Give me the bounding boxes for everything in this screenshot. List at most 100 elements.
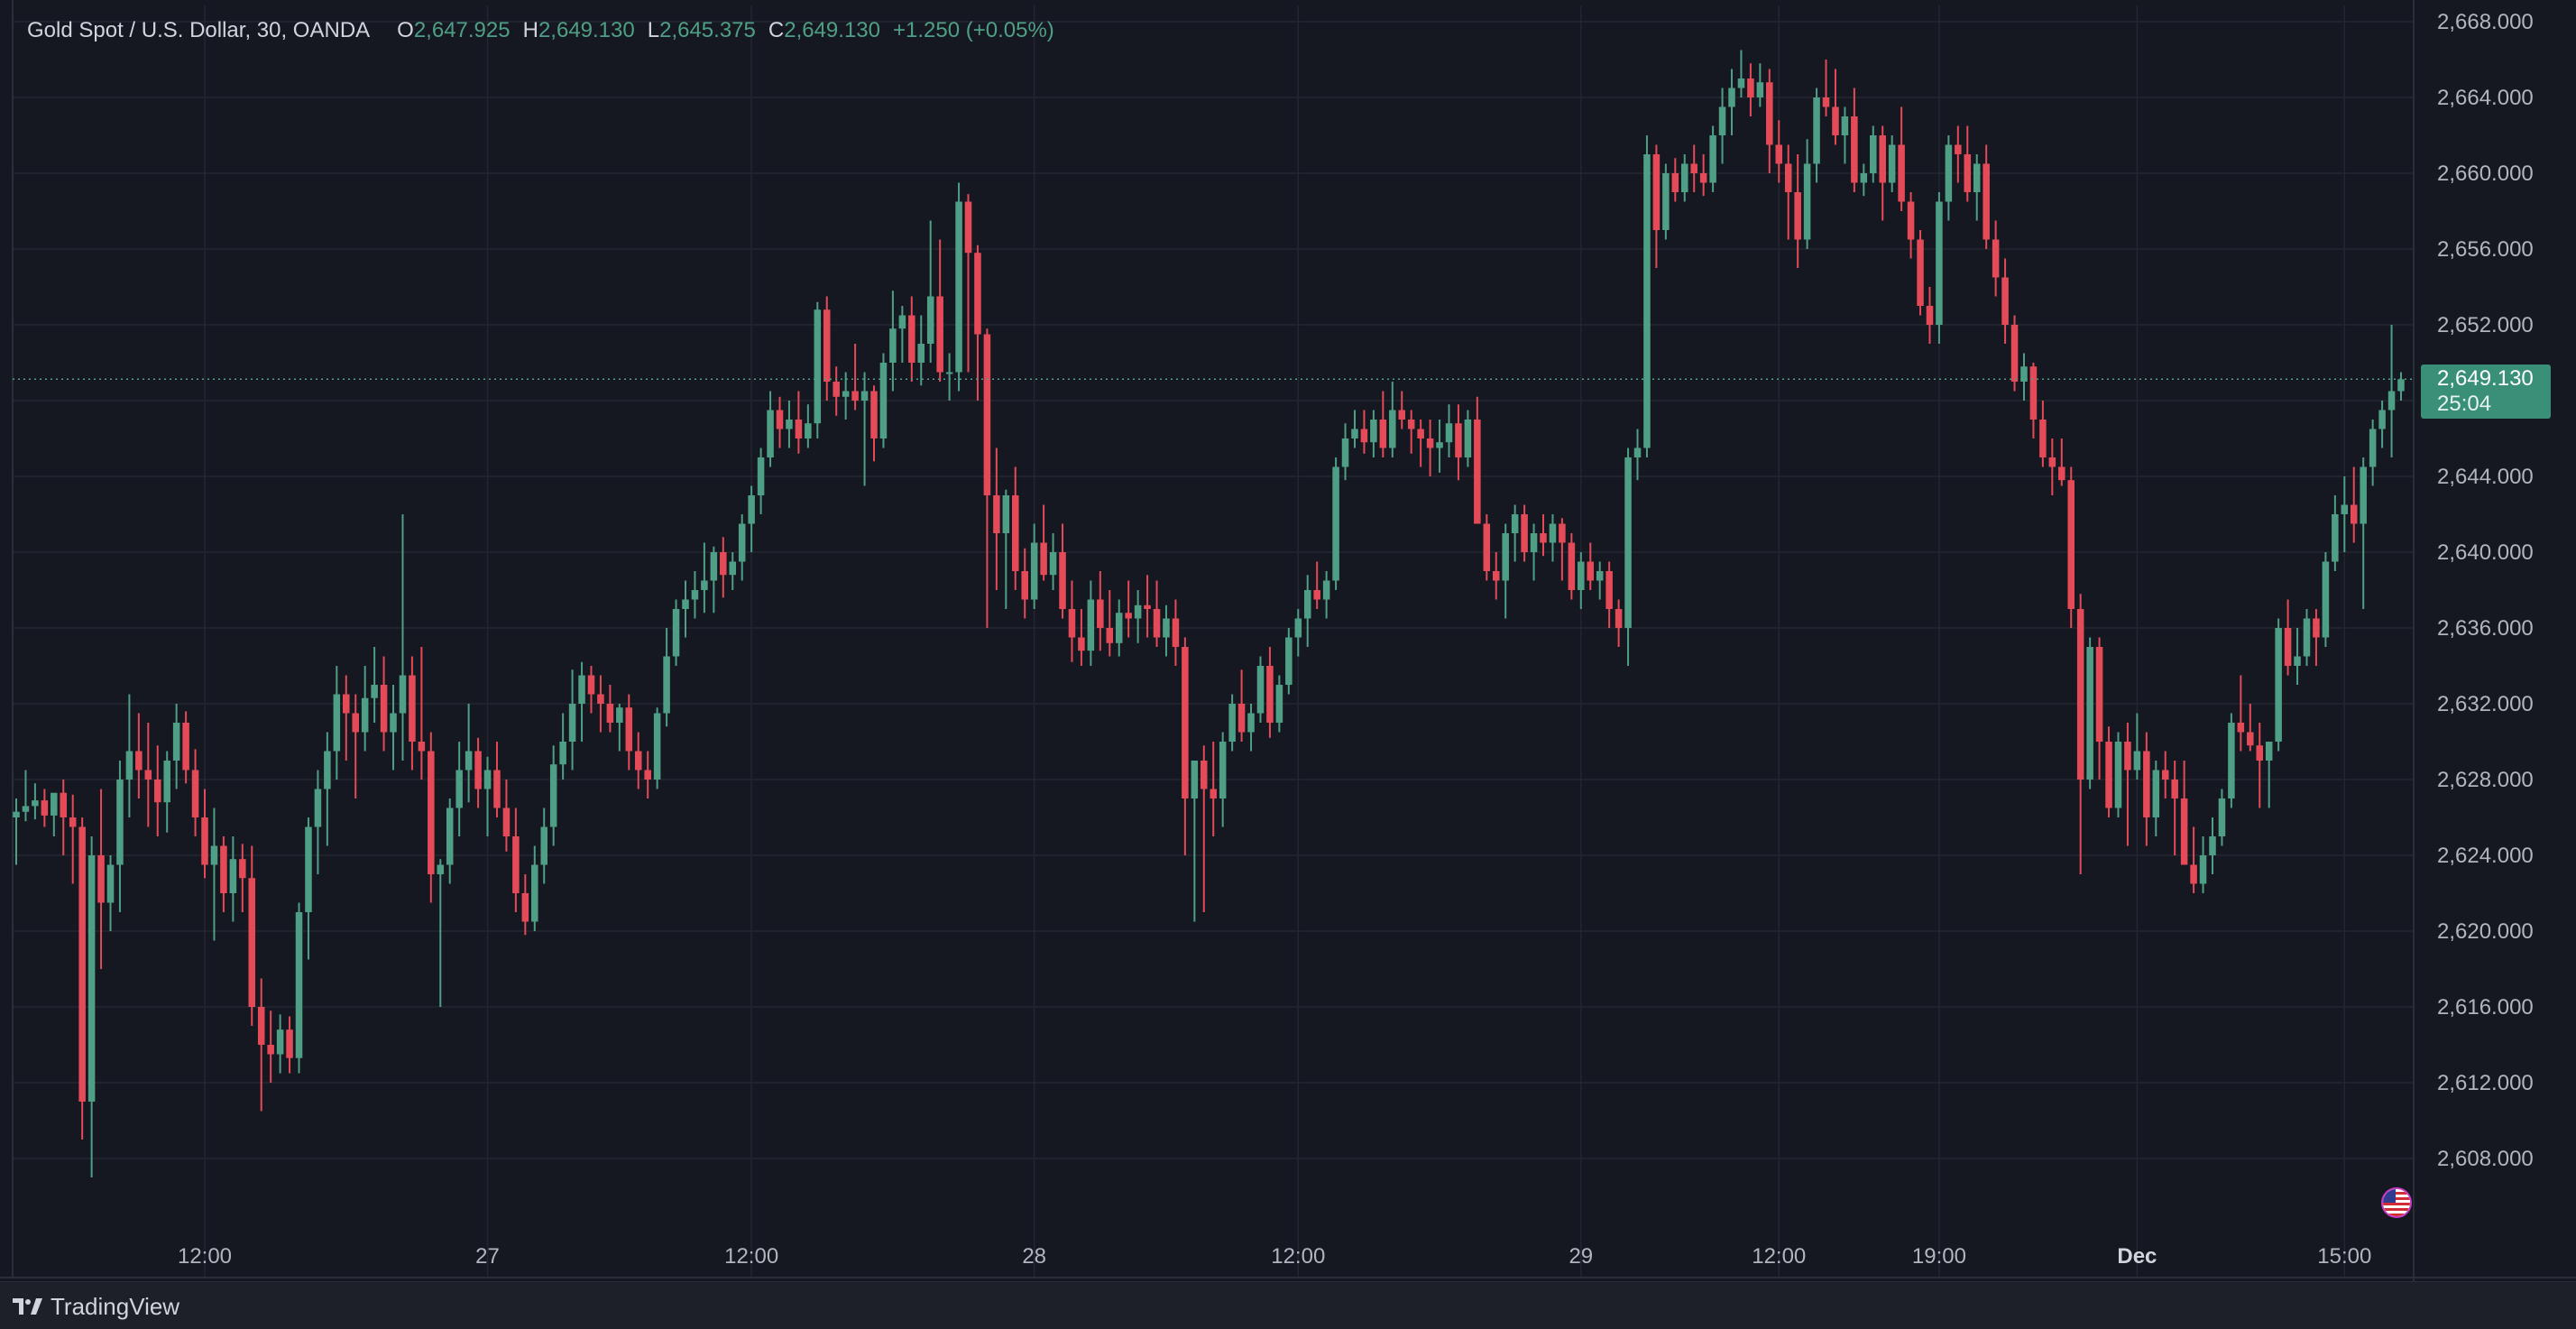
y-tick-label: 2,628.000 xyxy=(2437,768,2534,792)
candle-body xyxy=(1596,571,1604,581)
candle xyxy=(1879,125,1886,221)
candle-body xyxy=(390,713,397,733)
candle-body xyxy=(1926,306,1934,325)
candle xyxy=(1652,144,1661,268)
candle-body xyxy=(1822,97,1830,107)
candle-body xyxy=(805,423,812,438)
candle xyxy=(1228,694,1236,752)
symbol-title[interactable]: Gold Spot / U.S. Dollar, 30, OANDA xyxy=(27,18,371,42)
x-tick-label: 12:00 xyxy=(1752,1244,1806,1269)
candle-body xyxy=(1078,637,1085,651)
candle xyxy=(540,808,547,884)
candle xyxy=(1860,163,1868,197)
candle-body xyxy=(267,1045,274,1055)
candle xyxy=(1021,548,1028,619)
candle-body xyxy=(1671,173,1679,192)
y-tick-label: 2,624.000 xyxy=(2437,844,2534,868)
candle-body xyxy=(1087,599,1095,651)
candle xyxy=(474,737,482,808)
candle xyxy=(437,859,445,1007)
candle-body xyxy=(1247,713,1255,733)
candle xyxy=(87,836,96,1177)
candle-body xyxy=(1879,135,1886,183)
candle-body xyxy=(135,751,143,771)
candle-body xyxy=(1436,442,1443,448)
candle xyxy=(257,978,265,1112)
candle xyxy=(1398,391,1405,429)
candle-body xyxy=(314,789,322,827)
candle-body xyxy=(1624,457,1632,628)
candle xyxy=(2058,438,2065,486)
price-axis[interactable]: 2,668.000 2,664.000 2,660.000 2,656.000 2,65… xyxy=(2437,10,2534,1171)
candle-body xyxy=(1219,742,1227,798)
candle xyxy=(1464,410,1472,467)
candle-body xyxy=(455,770,463,808)
x-tick-label: 28 xyxy=(1022,1244,1046,1269)
candle-body xyxy=(559,742,566,765)
candle-body xyxy=(1851,116,1858,183)
candle-body xyxy=(1973,163,1981,192)
candle xyxy=(361,666,369,752)
y-tick-label: 2,612.000 xyxy=(2437,1071,2534,1095)
candle xyxy=(738,514,746,581)
candle-body xyxy=(634,751,642,771)
candle xyxy=(2387,325,2396,457)
candle xyxy=(606,685,614,733)
candle xyxy=(1351,410,1358,448)
candle-body xyxy=(1559,523,1566,543)
candle xyxy=(324,732,331,846)
candle xyxy=(1436,420,1443,473)
candle-body xyxy=(1841,116,1849,135)
candle xyxy=(2161,751,2169,798)
candle-body xyxy=(361,697,369,733)
candle-body xyxy=(1832,106,1839,135)
candle-body xyxy=(2001,277,2009,325)
candle xyxy=(748,485,755,552)
us-flag-icon[interactable] xyxy=(2381,1187,2412,1218)
candle xyxy=(889,291,897,392)
candle xyxy=(239,844,246,912)
candle xyxy=(2114,732,2122,817)
close-key: C xyxy=(768,18,785,42)
candle xyxy=(2209,817,2216,874)
candle-body xyxy=(1426,438,1434,448)
candle xyxy=(1492,552,1500,600)
candle xyxy=(1474,396,1481,524)
candle xyxy=(220,836,227,912)
candle xyxy=(409,656,416,771)
candle-body xyxy=(644,770,651,780)
candle-body xyxy=(324,751,331,789)
brand[interactable]: TradingView xyxy=(13,1293,179,1321)
time-axis[interactable]: 12:00 27 12:00 28 12:00 29 12:00 19:00 Dec 15:00 xyxy=(178,1244,2371,1269)
candle-body xyxy=(1228,704,1236,742)
candle xyxy=(2124,723,2131,846)
candle-body xyxy=(2332,514,2339,562)
candle xyxy=(691,571,699,619)
high-value: 2,649.130 xyxy=(538,18,635,42)
candle-body xyxy=(1002,495,1010,533)
candle-body xyxy=(701,580,708,590)
candle xyxy=(776,396,784,448)
y-tick-label: 2,616.000 xyxy=(2437,995,2534,1020)
candle-body xyxy=(1163,618,1170,638)
candle-body xyxy=(2284,628,2292,666)
candle-body xyxy=(720,552,727,576)
candle-body xyxy=(333,694,341,752)
candle-body xyxy=(1445,423,1453,443)
candle xyxy=(1040,504,1047,581)
candle-body xyxy=(446,808,454,865)
candle xyxy=(1097,571,1104,651)
candle xyxy=(767,391,774,467)
candle-body xyxy=(616,707,623,723)
candle-body xyxy=(786,420,793,429)
candle-body xyxy=(521,893,529,922)
candle-body xyxy=(1955,144,1962,154)
candle xyxy=(1191,761,1199,922)
candle xyxy=(1530,523,1538,581)
candle xyxy=(1502,523,1509,619)
candle xyxy=(795,391,803,454)
candle xyxy=(2294,628,2301,685)
candle-body xyxy=(1803,163,1811,240)
candle xyxy=(1341,423,1349,481)
